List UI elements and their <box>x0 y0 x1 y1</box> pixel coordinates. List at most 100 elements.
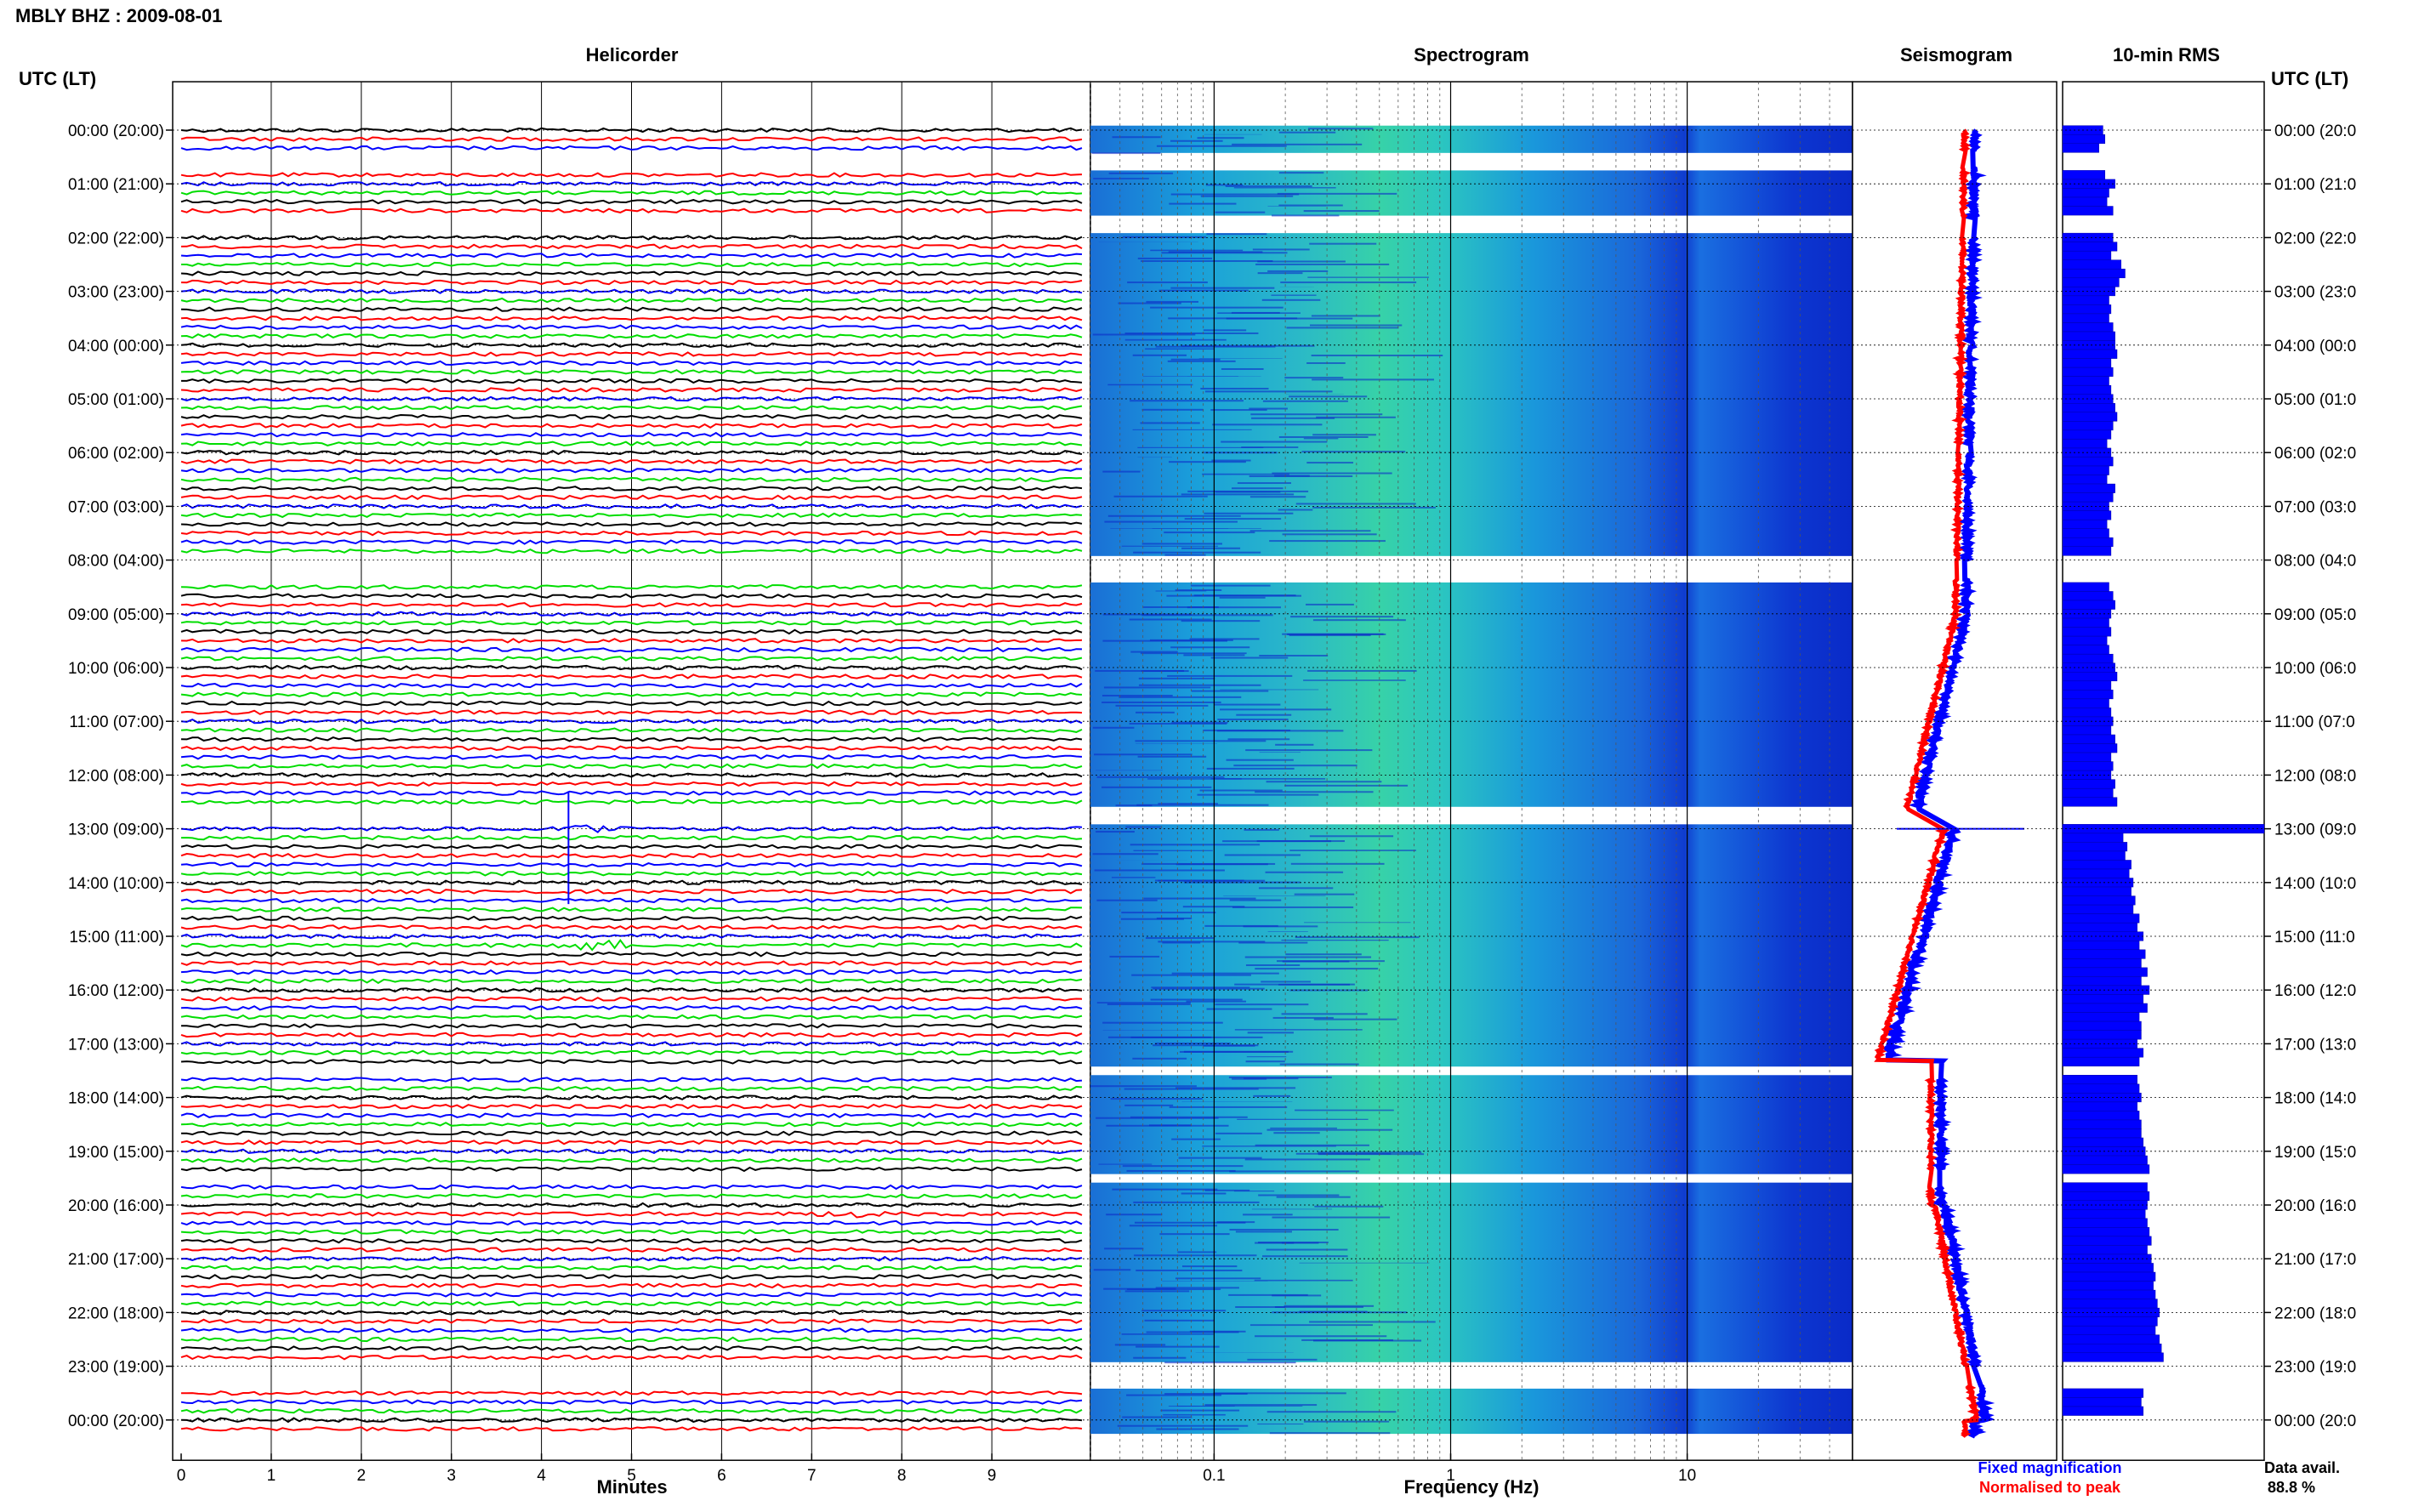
rms-bar <box>2062 465 2109 475</box>
rms-bar <box>2062 1030 2142 1040</box>
helicorder-trace <box>180 939 1083 952</box>
rms-bar <box>2062 743 2118 753</box>
spectrogram-row <box>1090 770 1853 781</box>
right-time-label: 21:00 (17:0 <box>2274 1251 2356 1269</box>
rms-bar <box>2062 367 2114 377</box>
spectrogram-streak <box>1135 1221 1246 1224</box>
spectrogram-streak <box>1147 778 1242 781</box>
rms-bar <box>2062 967 2148 977</box>
helicorder-trace <box>180 871 1083 877</box>
spectrogram-streak <box>1175 1087 1296 1089</box>
spectrogram-streak <box>1210 657 1289 659</box>
spectrogram-row <box>1090 654 1853 664</box>
spectrogram-streak <box>1149 639 1233 641</box>
rms-bar <box>2062 976 2142 986</box>
spectrogram-streak <box>1138 684 1261 686</box>
spectrogram-row <box>1090 242 1853 252</box>
spectrogram-row <box>1090 609 1853 619</box>
spectrogram-row <box>1090 170 1853 180</box>
rms-bar <box>2062 672 2118 682</box>
rms-bar <box>2062 134 2106 145</box>
spectrogram-streak <box>1269 540 1386 543</box>
helicorder-trace <box>180 1274 1083 1280</box>
right-time-label: 18:00 (14:0 <box>2274 1090 2356 1108</box>
spectrogram-row <box>1090 672 1853 682</box>
spectrogram-row <box>1090 1083 1853 1094</box>
rms-bar <box>2062 412 2118 422</box>
spectrogram-streak <box>1181 547 1241 549</box>
spectrogram-row <box>1090 179 1853 189</box>
spectrogram-row <box>1090 1119 1853 1129</box>
spectrogram-streak <box>1265 871 1344 873</box>
helicorder-trace <box>180 700 1083 707</box>
spectrogram-streak <box>1210 778 1326 781</box>
helicorder-title: Helicorder <box>586 44 679 65</box>
spectrogram-row <box>1090 233 1853 243</box>
left-time-label: 06:00 (02:00) <box>68 445 164 463</box>
spectrogram-row <box>1090 967 1853 977</box>
rms-bar <box>2062 331 2115 341</box>
helicorder-trace <box>180 1085 1083 1092</box>
spectrogram-streak <box>1181 344 1315 347</box>
helicorder-trace <box>180 646 1083 653</box>
spectrogram-streak <box>1126 1169 1236 1172</box>
spectrogram-streak <box>1282 533 1377 536</box>
spectrogram-streak <box>1255 968 1379 970</box>
spectrogram-streak <box>1158 803 1218 805</box>
rms-bar <box>2062 492 2114 503</box>
rms-bar <box>2062 322 2114 333</box>
rms-bar <box>2062 439 2108 449</box>
spectrogram-streak <box>1175 588 1222 591</box>
spectrogram-streak <box>1137 257 1213 259</box>
spectrogram-row <box>1090 931 1853 941</box>
left-time-label: 05:00 (01:00) <box>68 391 164 409</box>
spectrogram-streak <box>1312 506 1436 509</box>
rms-bar <box>2062 958 2142 969</box>
spectrogram-streak <box>1236 713 1292 716</box>
left-time-label: 16:00 (12:00) <box>68 982 164 1000</box>
spectrogram-row <box>1090 1021 1853 1032</box>
rms-bar <box>2062 868 2130 878</box>
spectrogram-streak <box>1170 287 1275 289</box>
spectrogram-row <box>1090 332 1853 342</box>
spectrogram-streak <box>1307 276 1430 279</box>
spectrogram-streak <box>1133 1201 1260 1203</box>
helicorder-trace <box>180 1237 1083 1244</box>
spectrogram-streak <box>1187 490 1309 492</box>
spectrogram-row <box>1090 958 1853 969</box>
spectrogram-streak <box>1303 438 1339 441</box>
spectrogram-streak <box>1205 184 1244 186</box>
left-time-label: 23:00 (19:00) <box>68 1359 164 1377</box>
helicorder-trace <box>180 1282 1083 1289</box>
helicorder-trace <box>180 611 1083 617</box>
spectrogram-streak <box>1237 1118 1369 1121</box>
spectrogram-streak <box>1124 1290 1190 1293</box>
spectrogram-streak <box>1164 1393 1248 1395</box>
spectrogram-streak <box>1310 324 1403 327</box>
spectrogram-row <box>1090 510 1853 520</box>
spectrogram-streak <box>1228 1076 1332 1078</box>
rms-bar <box>2062 645 2109 655</box>
spectrogram-streak <box>1290 862 1385 865</box>
seismogram-panel <box>1852 81 2058 1461</box>
spectrogram-row <box>1090 680 1853 691</box>
spectrogram-row <box>1090 878 1853 888</box>
spectrogram-streak <box>1228 1293 1308 1296</box>
helicorder-trace <box>180 986 1083 993</box>
spectrogram-streak <box>1232 487 1283 490</box>
helicorder-trace <box>180 682 1083 689</box>
spectrogram-streak <box>1193 594 1296 597</box>
spectrogram-row <box>1090 439 1853 449</box>
spectrogram-streak <box>1197 137 1244 139</box>
spectrogram-streak <box>1261 298 1321 301</box>
spectrogram-row <box>1090 1272 1853 1282</box>
rms-bar <box>2062 994 2144 1004</box>
legend-fixed-magnification: Fixed magnification <box>1978 1459 2121 1476</box>
rms-bar <box>2062 895 2136 906</box>
spectrogram-row <box>1090 1057 1853 1067</box>
helicorder-trace <box>180 467 1083 474</box>
rms-bar <box>2062 1048 2144 1058</box>
right-time-label: 06:00 (02:0 <box>2274 445 2356 463</box>
helicorder-trace <box>180 960 1083 966</box>
spectrogram-streak <box>1132 429 1252 431</box>
